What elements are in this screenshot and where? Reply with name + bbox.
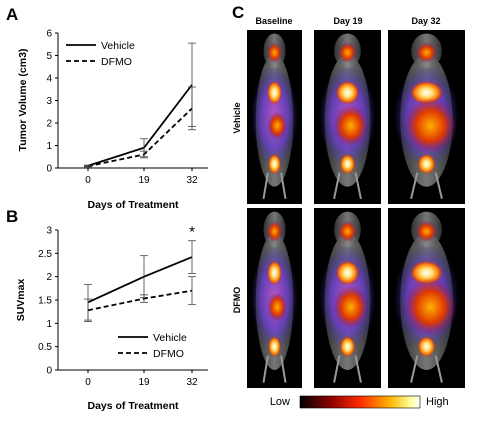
uptake-hotspot xyxy=(339,335,356,358)
leg-silhouette xyxy=(354,355,362,383)
leg-silhouette xyxy=(333,355,341,383)
legend-label-vehicle: Vehicle xyxy=(101,40,135,52)
pet-scan-dfmo-0 xyxy=(247,208,302,388)
chart-b: SUVmax Days of Treatment 0 0.5 1 1.5 2 2.5 3 0 1… xyxy=(15,224,208,412)
series-line-vehicle xyxy=(87,256,193,304)
uptake-hotspot xyxy=(404,278,457,336)
uptake-hotspot xyxy=(335,80,360,105)
pet-scan-vehicle-1 xyxy=(314,30,381,204)
leg-silhouette xyxy=(434,355,443,383)
y-tick-label: 1.5 xyxy=(38,296,52,307)
pet-image-panel: Baseline Day 19 Day 32 Vehicle DFMO Low … xyxy=(232,16,465,409)
leg-silhouette xyxy=(333,172,341,199)
colorbar-high-label: High xyxy=(426,396,449,408)
y-tick-label: 4 xyxy=(46,74,52,85)
panel-letter-c: C xyxy=(232,3,244,22)
x-tick-label: 0 xyxy=(85,377,91,388)
leg-silhouette xyxy=(262,355,269,383)
chart-a-xlabel: Days of Treatment xyxy=(87,199,179,211)
uptake-hotspot xyxy=(417,335,436,358)
uptake-hotspot xyxy=(404,97,457,154)
leg-silhouette xyxy=(280,355,287,383)
y-tick-label: 2.5 xyxy=(38,249,52,260)
x-tick-label: 32 xyxy=(186,175,198,186)
x-tick-label: 32 xyxy=(186,377,198,388)
uptake-hotspot xyxy=(267,335,282,358)
significance-asterisk: * xyxy=(189,224,195,241)
uptake-hotspot xyxy=(266,80,283,105)
uptake-hotspot xyxy=(339,153,356,175)
y-tick-label: 0 xyxy=(46,164,52,175)
leg-silhouette xyxy=(410,355,419,383)
pet-scan-dfmo-2 xyxy=(388,208,465,388)
y-tick-label: 0 xyxy=(46,366,52,377)
uptake-hotspot xyxy=(415,42,438,64)
series-line-vehicle xyxy=(87,84,193,167)
legend-label-vehicle: Vehicle xyxy=(153,332,187,344)
pet-scan-vehicle-2 xyxy=(388,30,465,204)
x-tick-label: 19 xyxy=(138,377,150,388)
uptake-hotspot xyxy=(417,153,436,175)
uptake-hotspot xyxy=(338,42,357,64)
y-tick-label: 6 xyxy=(46,29,52,40)
column-header-day32: Day 32 xyxy=(411,16,440,26)
leg-silhouette xyxy=(262,172,269,199)
x-tick-label: 0 xyxy=(85,175,91,186)
series-line-dfmo xyxy=(87,289,193,312)
uptake-hotspot xyxy=(267,292,288,322)
leg-silhouette xyxy=(434,172,443,200)
column-header-baseline: Baseline xyxy=(255,16,292,26)
leg-silhouette xyxy=(410,172,419,200)
uptake-hotspot xyxy=(415,220,438,243)
column-header-day19: Day 19 xyxy=(333,16,362,26)
y-tick-label: 1 xyxy=(46,319,52,330)
uptake-hotspot xyxy=(335,260,360,286)
uptake-hotspot xyxy=(266,260,283,286)
uptake-hotspot xyxy=(266,220,283,243)
y-tick-label: 5 xyxy=(46,51,52,62)
y-tick-label: 0.5 xyxy=(38,342,52,353)
chart-b-ylabel: SUVmax xyxy=(15,279,27,322)
pet-scan-dfmo-1 xyxy=(314,208,381,388)
legend-label-dfmo: DFMO xyxy=(101,56,132,68)
leg-silhouette xyxy=(280,172,287,199)
y-tick-label: 1 xyxy=(46,141,52,152)
chart-b-xlabel: Days of Treatment xyxy=(87,400,179,412)
colorbar xyxy=(299,395,421,409)
uptake-hotspot xyxy=(338,220,357,243)
row-label-vehicle: Vehicle xyxy=(232,102,242,133)
y-tick-label: 3 xyxy=(46,96,52,107)
uptake-hotspot xyxy=(266,42,283,64)
uptake-hotspot xyxy=(267,111,288,140)
x-tick-label: 19 xyxy=(138,175,150,186)
row-label-dfmo: DFMO xyxy=(232,287,242,314)
panel-letter-a: A xyxy=(6,5,18,24)
panel-letter-b: B xyxy=(6,207,18,226)
uptake-hotspot xyxy=(333,285,369,329)
legend-label-dfmo: DFMO xyxy=(153,348,184,360)
chart-a-ylabel: Tumor Volume (cm3) xyxy=(17,49,29,152)
uptake-hotspot xyxy=(267,153,282,175)
uptake-hotspot xyxy=(333,104,369,147)
pet-scan-vehicle-0 xyxy=(247,30,302,204)
y-tick-label: 2 xyxy=(46,119,52,130)
chart-a: Tumor Volume (cm3) Days of Treatment 0 1 2… xyxy=(17,29,208,211)
leg-silhouette xyxy=(354,172,362,199)
colorbar-low-label: Low xyxy=(270,396,290,408)
y-tick-label: 3 xyxy=(46,226,52,237)
y-tick-label: 2 xyxy=(46,272,52,283)
